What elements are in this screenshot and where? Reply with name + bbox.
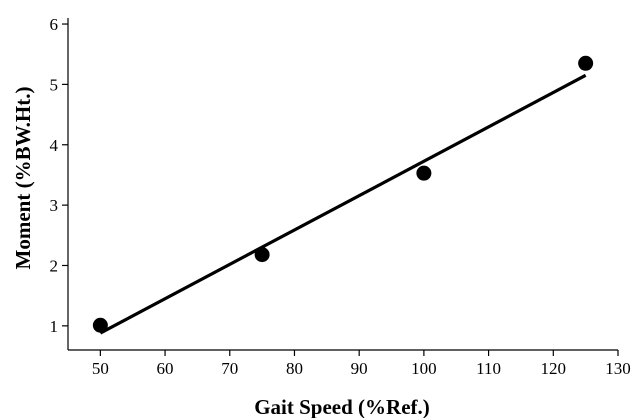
- y-tick-label: 5: [50, 75, 59, 94]
- y-tick-label: 3: [50, 196, 59, 215]
- y-tick-label: 2: [50, 256, 59, 275]
- data-point: [92, 317, 108, 333]
- x-tick-label: 50: [92, 359, 109, 378]
- x-tick-label: 130: [605, 359, 631, 378]
- plot-area: 50 60 70 80 90 100 110 120 130 1 2 3 4 5 6: [50, 15, 631, 378]
- data-point: [416, 165, 432, 181]
- x-tick-label: 60: [157, 359, 174, 378]
- data-point: [254, 247, 270, 263]
- x-tick-label: 110: [476, 359, 501, 378]
- x-tick-label: 120: [541, 359, 567, 378]
- data-point: [578, 55, 594, 71]
- y-tick-label: 4: [50, 136, 59, 155]
- y-ticks: 1 2 3 4 5 6: [50, 15, 68, 336]
- trend-line: [99, 73, 587, 335]
- x-axis-title: Gait Speed (%Ref.): [254, 395, 430, 418]
- series-layer: [92, 55, 594, 335]
- x-tick-label: 100: [411, 359, 437, 378]
- x-tick-label: 70: [221, 359, 238, 378]
- x-tick-label: 80: [286, 359, 303, 378]
- y-tick-label: 6: [50, 15, 59, 34]
- x-tick-label: 90: [351, 359, 368, 378]
- x-ticks: 50 60 70 80 90 100 110 120 130: [92, 350, 631, 378]
- y-axis-title: Moment (%BW.Ht.): [11, 87, 35, 270]
- y-tick-label: 1: [50, 317, 59, 336]
